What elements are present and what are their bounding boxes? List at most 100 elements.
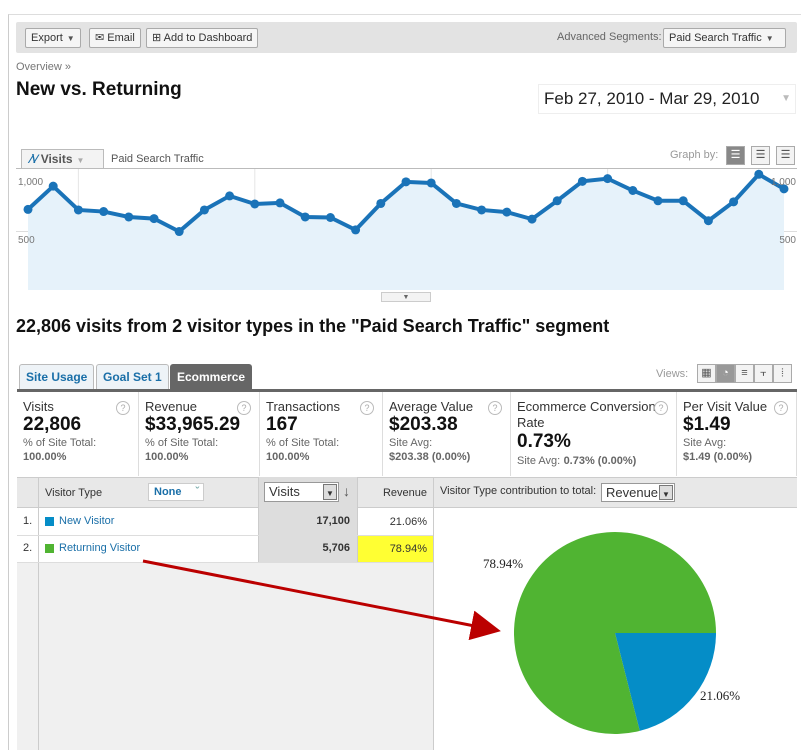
y-tick-label: 500 bbox=[18, 235, 35, 246]
data-point[interactable] bbox=[703, 216, 713, 226]
data-point[interactable] bbox=[325, 213, 335, 222]
view-performance-button[interactable]: ≡ bbox=[735, 364, 754, 383]
view-pivot-button[interactable]: ⦙ bbox=[773, 364, 792, 383]
data-point[interactable] bbox=[477, 205, 487, 215]
contribution-metric-value: Revenue bbox=[606, 485, 659, 500]
data-point[interactable] bbox=[48, 181, 58, 191]
view-pie-button[interactable]: ◔ bbox=[716, 364, 735, 383]
visitor-type-header: Visitor Type bbox=[45, 487, 103, 499]
add-dashboard-label: Add to Dashboard bbox=[163, 32, 253, 44]
metric-visits: Visits 22,806 % of Site Total: 100.00% ? bbox=[17, 392, 139, 476]
help-icon[interactable]: ? bbox=[774, 401, 788, 415]
data-point[interactable] bbox=[275, 198, 285, 208]
data-point[interactable] bbox=[149, 214, 159, 224]
help-icon[interactable]: ? bbox=[654, 401, 668, 415]
envelope-icon: ✉ bbox=[95, 32, 108, 44]
divider bbox=[357, 477, 358, 562]
tab-divider bbox=[17, 389, 797, 392]
graph-by-month-button[interactable]: ☰ bbox=[776, 146, 795, 165]
data-point[interactable] bbox=[300, 212, 310, 222]
divider bbox=[258, 477, 259, 562]
graph-by-week-button[interactable]: ☰ bbox=[751, 146, 770, 165]
metric-sub-value: 0.73% (0.00%) bbox=[563, 455, 637, 467]
segment-select[interactable]: Paid Search Traffic ▼ bbox=[663, 28, 786, 48]
data-point[interactable] bbox=[199, 205, 209, 215]
metric-sub-label: % of Site Total: bbox=[266, 437, 340, 449]
y-tick-label-right: 500 bbox=[779, 235, 796, 246]
visitor-type-link[interactable]: New Visitor bbox=[59, 515, 115, 527]
divider bbox=[17, 562, 433, 563]
help-icon[interactable]: ? bbox=[116, 401, 130, 415]
data-point[interactable] bbox=[451, 198, 461, 208]
view-table-button[interactable]: ▦ bbox=[697, 364, 716, 383]
revenue-header: Revenue bbox=[382, 487, 427, 499]
graph-by-day-button[interactable]: ☰ bbox=[726, 146, 745, 165]
data-point[interactable] bbox=[628, 186, 638, 195]
data-point[interactable] bbox=[225, 191, 235, 201]
divider bbox=[38, 477, 39, 750]
revenue-share: 78.94% bbox=[358, 536, 433, 562]
data-point[interactable] bbox=[124, 212, 134, 222]
export-label: Export bbox=[31, 32, 63, 44]
data-point[interactable] bbox=[729, 197, 739, 207]
pie-slice[interactable] bbox=[513, 532, 716, 734]
dashboard-icon: ⊞ bbox=[152, 32, 164, 44]
caret-down-icon: ▼ bbox=[765, 34, 774, 43]
y-tick-label-right: 1,000 bbox=[771, 177, 796, 188]
graph-segment-label: Paid Search Traffic bbox=[111, 153, 204, 165]
tab-goal-set-1[interactable]: Goal Set 1 bbox=[96, 364, 169, 389]
data-point[interactable] bbox=[653, 196, 663, 206]
data-point[interactable] bbox=[502, 207, 512, 217]
caret-down-icon: ▼ bbox=[76, 156, 85, 165]
data-point[interactable] bbox=[552, 196, 562, 206]
data-point[interactable] bbox=[401, 177, 411, 187]
metric-label: Visits bbox=[23, 399, 54, 414]
metric-sub-label: Site Avg: bbox=[683, 437, 727, 449]
data-point[interactable] bbox=[603, 174, 613, 184]
metric-sub-label: Site Avg: bbox=[517, 455, 561, 467]
secondary-dimension-select[interactable]: None ˇ bbox=[148, 483, 204, 501]
date-range-value: Feb 27, 2010 - Mar 29, 2010 bbox=[544, 89, 760, 108]
view-comparison-button[interactable]: ⫟ bbox=[754, 364, 773, 383]
page-title: New vs. Returning bbox=[16, 79, 182, 100]
data-point[interactable] bbox=[754, 169, 764, 179]
caret-down-icon: ▼ bbox=[659, 485, 673, 500]
help-icon[interactable]: ? bbox=[237, 401, 251, 415]
tab-ecommerce[interactable]: Ecommerce bbox=[170, 364, 253, 389]
data-point[interactable] bbox=[527, 214, 537, 224]
caret-down-icon: ▼ bbox=[323, 484, 337, 500]
help-icon[interactable]: ? bbox=[488, 401, 502, 415]
data-point[interactable] bbox=[99, 207, 109, 217]
data-point[interactable] bbox=[250, 199, 260, 209]
breadcrumb[interactable]: Overview » bbox=[16, 61, 72, 73]
pie-slice[interactable] bbox=[615, 633, 716, 731]
help-icon[interactable]: ? bbox=[360, 401, 374, 415]
data-point[interactable] bbox=[376, 198, 386, 208]
data-point[interactable] bbox=[73, 205, 83, 215]
graph-by-label: Graph by: bbox=[670, 149, 719, 161]
sort-metric-select[interactable]: Visits ▼ bbox=[264, 482, 339, 502]
legend-swatch bbox=[45, 544, 54, 553]
add-to-dashboard-button[interactable]: ⊞ Add to Dashboard bbox=[146, 28, 259, 48]
email-button[interactable]: ✉ Email bbox=[89, 28, 141, 48]
sort-descending-icon[interactable]: ↓ bbox=[343, 483, 350, 499]
metric-value: 167 bbox=[266, 414, 298, 435]
visitor-type-link[interactable]: Returning Visitor bbox=[59, 542, 141, 554]
date-range-picker[interactable]: Feb 27, 2010 - Mar 29, 2010 ▼ bbox=[538, 84, 796, 114]
data-point[interactable] bbox=[351, 225, 361, 235]
data-point[interactable] bbox=[678, 196, 688, 206]
expand-graph-handle[interactable]: ▼ bbox=[381, 292, 431, 302]
legend-swatch bbox=[45, 517, 54, 526]
line-chart-icon: ⁄\⁄ bbox=[30, 152, 41, 166]
data-point[interactable] bbox=[426, 178, 436, 188]
data-point[interactable] bbox=[577, 176, 587, 186]
tab-site-usage[interactable]: Site Usage bbox=[19, 364, 95, 389]
data-point[interactable] bbox=[174, 227, 184, 237]
graph-metric-select[interactable]: ⁄\⁄ Visits ▼ bbox=[21, 149, 104, 169]
contribution-metric-select[interactable]: Revenue ▼ bbox=[601, 483, 675, 502]
data-point[interactable] bbox=[23, 204, 33, 214]
visits-value: 17,100 bbox=[316, 515, 350, 527]
data-point[interactable] bbox=[779, 184, 789, 194]
export-button[interactable]: Export ▼ bbox=[25, 28, 81, 48]
